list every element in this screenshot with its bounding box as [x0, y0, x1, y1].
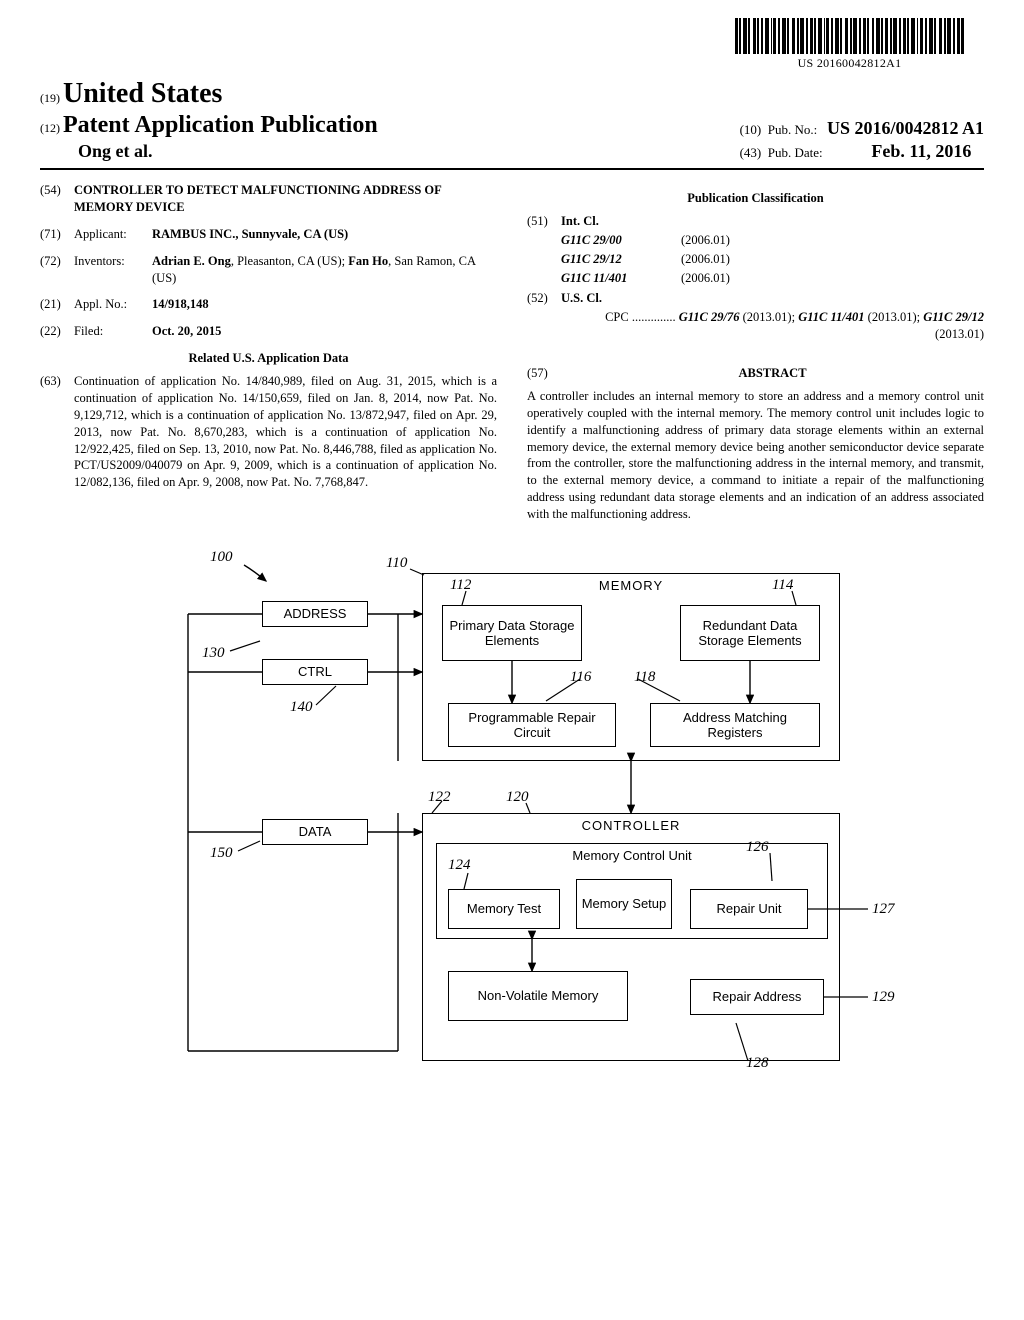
- fig-label-120: 120: [506, 789, 529, 806]
- applicant-label: Applicant:: [74, 226, 152, 243]
- pub-num: (12): [40, 121, 60, 135]
- inventors-value: Adrian E. Ong, Pleasanton, CA (US); Fan …: [152, 254, 475, 285]
- header-rule: [40, 168, 984, 170]
- country-name: United States: [63, 78, 222, 109]
- barcode-graphic: [735, 18, 964, 54]
- pubno-value: US 2016/0042812 A1: [827, 118, 984, 138]
- nvm-box: Non-Volatile Memory: [448, 971, 628, 1021]
- abstract-num: (57): [527, 365, 561, 382]
- appl-label: Appl. No.:: [74, 296, 152, 313]
- patent-title: CONTROLLER TO DETECT MALFUNCTIONING ADDR…: [74, 182, 497, 216]
- country-num: (19): [40, 91, 60, 105]
- cpc-line: CPC .............. G11C 29/76 (2013.01);…: [561, 309, 984, 343]
- patent-header: (19) United States (12) Patent Applicati…: [40, 78, 984, 162]
- controller-label: CONTROLLER: [423, 818, 839, 833]
- memory-label: MEMORY: [423, 578, 839, 593]
- pubdate-label: Pub. Date:: [768, 145, 823, 160]
- memtest-box: Memory Test: [448, 889, 560, 929]
- redundant-storage-box: Redundant Data Storage Elements: [680, 605, 820, 661]
- fig-label-110: 110: [386, 555, 407, 572]
- prog-repair-box: Programmable Repair Circuit: [448, 703, 616, 747]
- addr-match-box: Address Matching Registers: [650, 703, 820, 747]
- related-heading: Related U.S. Application Data: [40, 350, 497, 367]
- appl-num: (21): [40, 296, 74, 313]
- intcl-code-2: G11C 11/401: [561, 270, 681, 287]
- repair-addr-box: Repair Address: [690, 979, 824, 1015]
- figure-1: 100 110 112 114 116 118 120 122 124 126 …: [132, 551, 892, 1073]
- uscl-num: (52): [527, 290, 561, 307]
- pubdate-num: (43): [740, 145, 762, 160]
- abstract-heading: ABSTRACT: [738, 366, 806, 380]
- fig-label-100: 100: [210, 549, 233, 566]
- filed-num: (22): [40, 323, 74, 340]
- fig-label-140: 140: [290, 699, 313, 716]
- intcl-label: Int. Cl.: [561, 214, 599, 228]
- intcl-date-2: (2006.01): [681, 270, 984, 287]
- filed-label: Filed:: [74, 323, 152, 340]
- uscl-label: U.S. Cl.: [561, 291, 602, 305]
- abstract-text: A controller includes an internal memory…: [527, 388, 984, 523]
- fig-label-150: 150: [210, 845, 233, 862]
- pubno-label: Pub. No.:: [768, 122, 817, 137]
- cpc-text: G11C 29/76 (2013.01); G11C 11/401 (2013.…: [679, 310, 984, 341]
- filed-value: Oct. 20, 2015: [152, 324, 221, 338]
- intcl-date-1: (2006.01): [681, 251, 984, 268]
- cpc-label: CPC ..............: [605, 310, 676, 324]
- fig-label-129: 129: [872, 989, 895, 1006]
- bibliographic-columns: (54) CONTROLLER TO DETECT MALFUNCTIONING…: [40, 182, 984, 523]
- pub-type: Patent Application Publication: [63, 112, 378, 138]
- left-column: (54) CONTROLLER TO DETECT MALFUNCTIONING…: [40, 182, 497, 523]
- pubdate-value: Feb. 11, 2016: [871, 141, 971, 161]
- pubno-num: (10): [740, 122, 762, 137]
- title-num: (54): [40, 182, 74, 216]
- authors-header: Ong et al.: [78, 141, 378, 162]
- applicant-num: (71): [40, 226, 74, 243]
- mcu-label: Memory Control Unit: [437, 848, 827, 863]
- applicant-value: RAMBUS INC., Sunnyvale, CA (US): [152, 227, 348, 241]
- data-bus: DATA: [262, 819, 368, 845]
- intcl-code-1: G11C 29/12: [561, 251, 681, 268]
- fig-label-127: 127: [872, 901, 895, 918]
- appl-value: 14/918,148: [152, 297, 209, 311]
- barcode-area: US 20160042812A1: [735, 18, 964, 71]
- address-bus: ADDRESS: [262, 601, 368, 627]
- inventors-label: Inventors:: [74, 253, 152, 287]
- intcl-date-0: (2006.01): [681, 232, 984, 249]
- inventors-num: (72): [40, 253, 74, 287]
- right-column: Publication Classification (51) Int. Cl.…: [527, 182, 984, 523]
- ctrl-bus: CTRL: [262, 659, 368, 685]
- intcl-code-0: G11C 29/00: [561, 232, 681, 249]
- repair-unit-box: Repair Unit: [690, 889, 808, 929]
- fig-label-130: 130: [202, 645, 225, 662]
- continuation-text: Continuation of application No. 14/840,9…: [74, 373, 497, 491]
- barcode-text: US 20160042812A1: [735, 56, 964, 71]
- fig-label-122: 122: [428, 789, 451, 806]
- primary-storage-box: Primary Data Storage Elements: [442, 605, 582, 661]
- memsetup-box: Memory Setup: [576, 879, 672, 929]
- intcl-num: (51): [527, 213, 561, 230]
- classification-heading: Publication Classification: [527, 190, 984, 207]
- cont-num: (63): [40, 373, 74, 491]
